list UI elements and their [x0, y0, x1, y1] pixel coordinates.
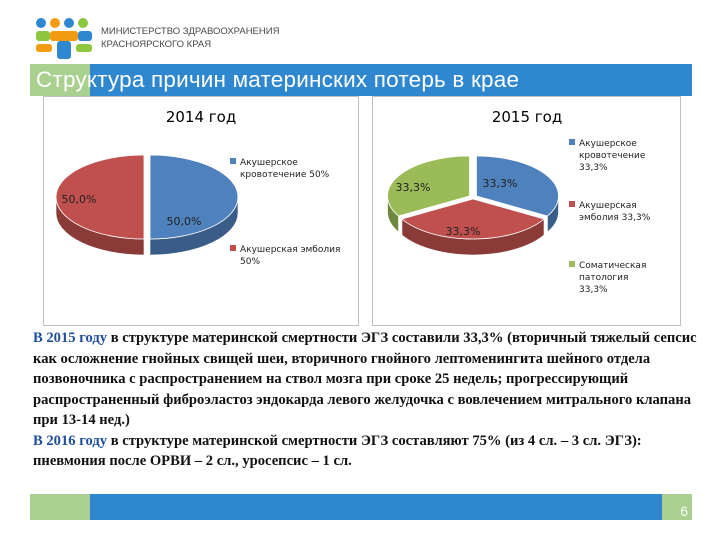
paragraph-2016-text: в структуре материнской смертности ЭГЗ с… [33, 432, 642, 470]
legend-label: Акушерская эмболия 33,3% [579, 201, 651, 223]
year-2016-label: В 2016 году [33, 432, 108, 449]
chart-2014: 2014 год 50,0% 50,0% Акушерское кровотечение… [55, 108, 340, 267]
body-text: В 2015 году в структуре материнской смер… [33, 328, 715, 472]
footer-accent [30, 494, 90, 520]
chart-2015-panel: 2015 год 33,3% 33,3% 33,3% Акушерское кровоте… [372, 96, 681, 326]
pie-data-label: 50,0% [62, 193, 97, 206]
title-accent [30, 64, 90, 96]
legend-swatch [569, 139, 575, 145]
legend-swatch [569, 201, 575, 207]
ministry-line-1: МИНИСТЕРСТВО ЗДРАВООХРАНЕНИЯ [101, 26, 280, 37]
legend-swatch [569, 261, 575, 267]
chart-2014-panel: 2014 год 50,0% 50,0% Акушерское кровотечение… [43, 96, 359, 326]
page-number: 6 [662, 494, 692, 520]
year-2015-label: В 2015 году [33, 330, 108, 346]
pie-data-label: 50,0% [167, 215, 202, 228]
pie-slice [149, 154, 239, 240]
pie-slice [55, 154, 145, 240]
footer-bar [90, 494, 692, 520]
legend-swatch [230, 245, 236, 251]
pie-slice [476, 155, 559, 217]
legend-label: Акушерское кровотечение 50% [240, 158, 330, 180]
chart-title: 2014 год [166, 108, 236, 126]
pie-slice [401, 198, 545, 240]
pie-data-label: 33,3% [483, 177, 518, 190]
title-bar [30, 64, 692, 96]
footer: 6 [30, 494, 692, 520]
page-title: Структура причин материнских потерь в кр… [36, 67, 520, 92]
pie-data-label: 33,3% [396, 181, 431, 194]
legend-swatch [230, 158, 236, 164]
paragraph-2015-text: в структуре материнской смертности ЭГЗ с… [33, 330, 697, 428]
chart-title: 2015 год [492, 108, 562, 126]
ministry-name: МИНИСТЕРСТВО ЗДРАВООХРАНЕНИЯ КРАСНОЯРСКО… [101, 25, 279, 51]
pie-slice [387, 155, 470, 217]
paragraph-2015: В 2015 году в структуре материнской смер… [33, 328, 715, 431]
ministry-line-2: КРАСНОЯРСКОГО КРАЯ [101, 39, 212, 50]
legend-label: Акушерская эмболия 50% [240, 245, 340, 267]
paragraph-2016: В 2016 году в структуре материнской смер… [33, 431, 715, 472]
legend-label: Соматическая патология 33,3% [579, 261, 646, 295]
ministry-logo [36, 18, 92, 59]
chart-2015: 2015 год 33,3% 33,3% 33,3% Акушерское кровоте… [387, 108, 651, 295]
pie-data-label: 33,3% [446, 225, 481, 238]
legend-label: Акушерское кровотечение 33,3% [579, 139, 646, 173]
